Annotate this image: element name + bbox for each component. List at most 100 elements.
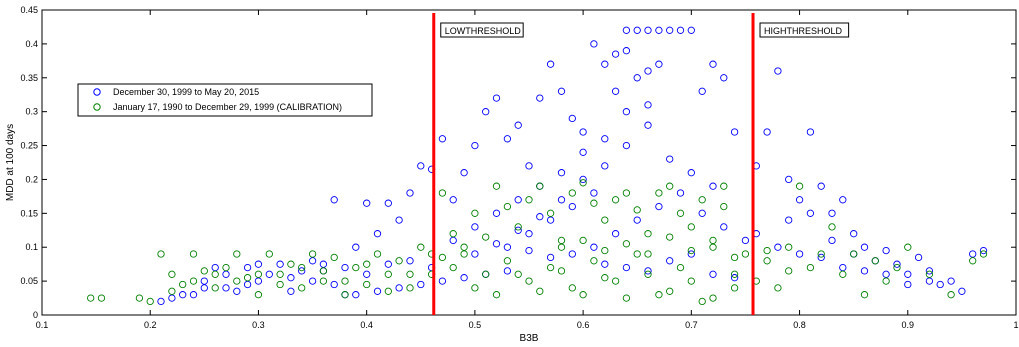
data-point-s1-15 <box>276 270 284 278</box>
data-point-s0-158 <box>828 236 836 245</box>
y-axis-label: MDD at 100 days <box>5 124 16 201</box>
data-point-s1-121 <box>601 246 609 255</box>
data-point-s1-20 <box>330 253 338 262</box>
data-point-s1-126 <box>709 236 717 245</box>
y-tick-label-8: 0.4 <box>25 39 38 49</box>
data-point-s1-43 <box>579 179 587 187</box>
data-point-s0-126 <box>601 162 609 170</box>
data-point-s0-156 <box>785 216 793 224</box>
data-point-s0-16 <box>384 199 392 207</box>
data-point-s1-93 <box>406 270 414 278</box>
data-point-s0-58 <box>850 230 858 238</box>
data-point-s1-35 <box>492 182 501 190</box>
data-point-s1-27 <box>406 284 414 292</box>
data-point-s1-88 <box>687 277 695 285</box>
data-point-s0-88 <box>676 189 685 197</box>
data-point-s0-66 <box>936 280 944 289</box>
data-point-s1-34 <box>482 270 490 278</box>
data-point-s0-99 <box>503 267 512 275</box>
data-point-s0-61 <box>882 246 890 255</box>
data-point-s0-96 <box>687 250 695 258</box>
data-point-s1-25 <box>384 270 392 278</box>
data-point-s1-23 <box>363 280 371 289</box>
x-tick-label-0: 0.1 <box>36 320 49 330</box>
data-point-s0-41 <box>655 26 663 34</box>
data-point-s1-80 <box>514 270 522 278</box>
data-point-s1-24 <box>373 250 382 258</box>
data-point-s0-79 <box>471 223 479 231</box>
data-point-s0-87 <box>655 202 663 211</box>
data-point-s0-110 <box>265 270 273 278</box>
data-point-s1-67 <box>839 270 847 278</box>
data-point-s1-119 <box>557 243 566 251</box>
data-point-s1-18 <box>308 250 317 258</box>
data-point-s1-66 <box>828 223 836 231</box>
y-tick-label-5: 0.25 <box>20 141 38 151</box>
threshold-label-1: HIGHTHRESHOLD <box>764 26 843 36</box>
data-point-s0-125 <box>579 175 587 184</box>
data-point-s0-29 <box>525 162 533 170</box>
data-point-s0-28 <box>514 121 522 129</box>
data-point-s1-31 <box>449 230 457 238</box>
data-point-s0-2 <box>179 291 187 299</box>
data-point-s0-157 <box>806 209 815 217</box>
data-point-s1-3 <box>146 297 154 306</box>
data-point-s1-68 <box>850 250 858 258</box>
data-point-s1-5 <box>168 270 176 278</box>
data-point-s1-9 <box>211 284 219 292</box>
data-point-s0-18 <box>406 189 414 197</box>
data-point-s0-130 <box>687 169 695 177</box>
data-point-s0-118 <box>298 267 306 275</box>
data-point-s1-28 <box>417 243 425 251</box>
data-point-s0-42 <box>666 26 674 34</box>
data-point-s1-6 <box>179 280 187 289</box>
y-tick-label-0: 0 <box>33 310 38 320</box>
data-point-s0-22 <box>449 196 457 204</box>
data-point-s1-36 <box>503 257 512 265</box>
data-point-s1-57 <box>730 270 739 278</box>
data-point-s1-10 <box>222 263 230 272</box>
data-point-s0-40 <box>644 26 652 34</box>
data-point-s0-84 <box>590 243 598 251</box>
data-point-s0-56 <box>828 209 836 217</box>
data-point-s1-124 <box>666 233 674 241</box>
data-point-s1-49 <box>644 230 652 238</box>
data-point-s1-69 <box>860 291 869 299</box>
data-point-s0-64 <box>914 253 923 262</box>
data-point-s1-58 <box>741 250 750 258</box>
data-point-s0-33 <box>568 114 576 123</box>
data-point-s0-59 <box>860 243 869 251</box>
data-point-s0-27 <box>503 135 512 143</box>
data-point-s1-116 <box>482 233 490 241</box>
data-point-s1-0 <box>87 294 95 302</box>
data-point-s1-2 <box>135 294 144 302</box>
data-point-s1-129 <box>785 267 793 275</box>
data-point-s1-47 <box>622 189 631 197</box>
data-point-s0-52 <box>785 175 793 184</box>
data-point-s0-74 <box>579 148 587 156</box>
data-point-s0-150 <box>860 267 869 275</box>
data-point-s1-117 <box>460 243 468 251</box>
data-point-s1-63 <box>795 182 804 190</box>
data-point-s0-48 <box>730 128 739 136</box>
data-point-s0-90 <box>720 223 728 231</box>
data-point-s1-95 <box>363 260 371 268</box>
data-point-s1-125 <box>687 246 695 255</box>
data-point-s0-45 <box>698 87 706 95</box>
threshold-layer: LOWTHRESHOLD HIGHTHRESHOLD <box>432 13 850 315</box>
data-point-s1-123 <box>644 250 652 258</box>
data-point-s0-0 <box>157 297 165 306</box>
data-point-s1-100 <box>254 270 263 278</box>
x-tick-label-6: 0.7 <box>685 320 698 330</box>
data-point-s1-120 <box>579 236 587 245</box>
data-point-s0-62 <box>893 260 901 268</box>
data-point-s1-109 <box>590 199 598 207</box>
data-point-s0-133 <box>536 213 544 221</box>
legend-label-calibration: January 17, 1990 to December 29, 1999 (C… <box>113 102 342 112</box>
data-point-s0-5 <box>243 263 252 272</box>
data-point-s0-11 <box>330 196 338 204</box>
data-point-s1-33 <box>471 209 479 217</box>
data-point-s1-89 <box>709 294 717 302</box>
data-point-s1-87 <box>666 287 674 295</box>
